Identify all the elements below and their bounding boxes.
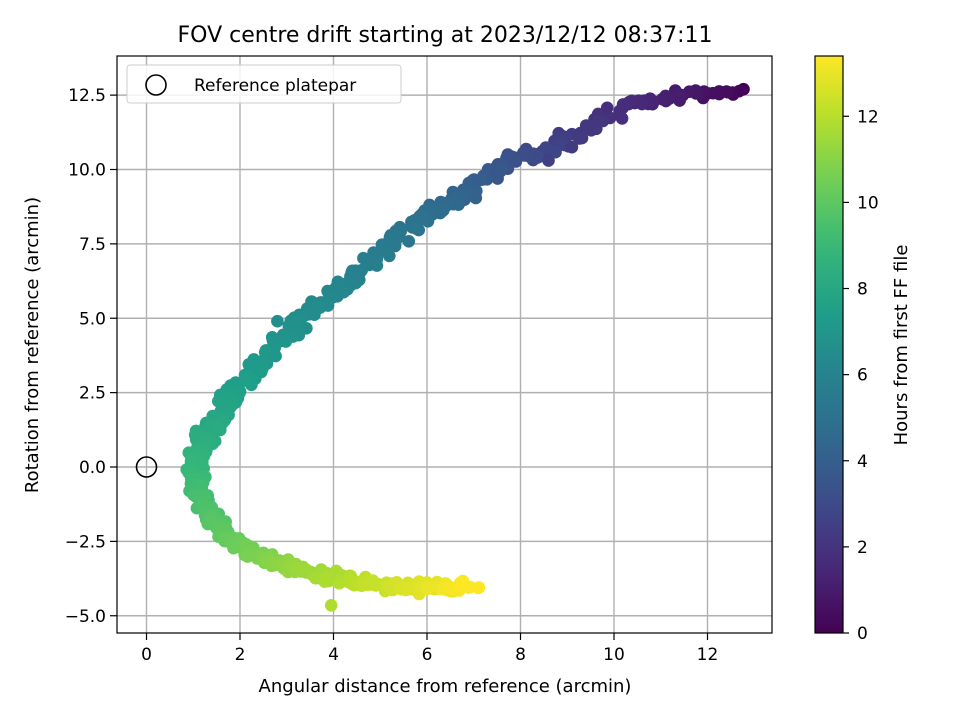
- y-tick-label: 0.0: [79, 458, 106, 478]
- legend-box: [126, 64, 402, 104]
- x-tick-label: 2: [235, 645, 246, 665]
- legend: Reference platepar: [126, 64, 402, 104]
- data-point: [408, 221, 422, 234]
- plot-frame: [116, 55, 773, 634]
- y-tick-label: 5.0: [79, 309, 106, 329]
- data-point: [318, 575, 332, 588]
- data-point: [456, 574, 470, 588]
- data-point: [542, 154, 555, 167]
- data-point: [370, 259, 384, 272]
- y-tick-label: −5.0: [65, 607, 106, 627]
- grid: [117, 56, 772, 633]
- colorbar-tick-label: 8: [857, 280, 868, 300]
- x-tick-label: 0: [141, 645, 152, 665]
- x-tick-label: 6: [422, 645, 433, 665]
- data-point: [565, 140, 579, 154]
- x-axis-ticks: 0 2 4 6 8 10 12: [141, 633, 718, 665]
- data-point: [313, 301, 327, 314]
- chart-title: FOV centre drift starting at 2023/12/12 …: [178, 23, 713, 48]
- y-tick-label: 2.5: [79, 384, 106, 404]
- scatter-points: [180, 82, 750, 612]
- y-axis-ticks: −5.0 −2.5 0.0 2.5 5.0 7.5 10.0 12.5: [65, 86, 117, 627]
- x-tick-label: 12: [697, 645, 719, 665]
- colorbar-tick-label: 6: [857, 366, 868, 386]
- colorbar-label: Hours from first FF file: [891, 245, 912, 446]
- y-axis-label: Rotation from reference (arcmin): [22, 197, 43, 493]
- data-point: [420, 582, 434, 596]
- data-point: [402, 235, 416, 248]
- data-point: [579, 119, 593, 132]
- data-point: [238, 374, 251, 387]
- data-point: [401, 582, 414, 595]
- y-tick-label: 10.0: [68, 161, 106, 181]
- data-point: [279, 335, 293, 348]
- reference-point-marker: [135, 456, 158, 478]
- colorbar-tick-label: 12: [857, 107, 879, 127]
- y-tick-label: −2.5: [65, 532, 106, 552]
- data-point: [491, 172, 504, 185]
- data-point: [495, 162, 509, 176]
- colorbar-tick-label: 10: [857, 193, 879, 213]
- x-tick-label: 4: [328, 645, 339, 665]
- x-axis-label: Angular distance from reference (arcmin): [259, 676, 632, 697]
- data-point: [337, 285, 350, 299]
- legend-marker-reference: [145, 74, 167, 96]
- legend-label-reference: Reference platepar: [194, 76, 356, 96]
- data-point: [271, 314, 284, 328]
- data-point: [672, 88, 686, 101]
- data-point: [615, 112, 629, 125]
- colorbar-tick-label: 4: [857, 452, 868, 472]
- colorbar-tick-label: 2: [857, 538, 868, 558]
- colorbar-ticks: 0 2 4 6 8 10 12: [843, 107, 879, 644]
- data-point: [472, 581, 485, 595]
- data-point: [269, 349, 282, 363]
- colorbar-frame: [814, 55, 844, 634]
- x-tick-label: 8: [515, 645, 526, 665]
- data-point: [600, 101, 614, 115]
- data-point: [474, 173, 488, 186]
- data-point: [211, 421, 224, 434]
- colorbar-tick-label: 0: [857, 624, 868, 644]
- x-tick-label: 10: [603, 645, 625, 665]
- data-point: [258, 346, 272, 359]
- y-tick-label: 7.5: [79, 235, 106, 255]
- data-point: [324, 599, 338, 612]
- colorbar-gradient: [815, 56, 843, 633]
- y-tick-label: 12.5: [68, 86, 106, 106]
- data-point: [212, 394, 225, 408]
- colorbar: 0 2 4 6 8 10 12 Hours from first FF file: [814, 55, 912, 644]
